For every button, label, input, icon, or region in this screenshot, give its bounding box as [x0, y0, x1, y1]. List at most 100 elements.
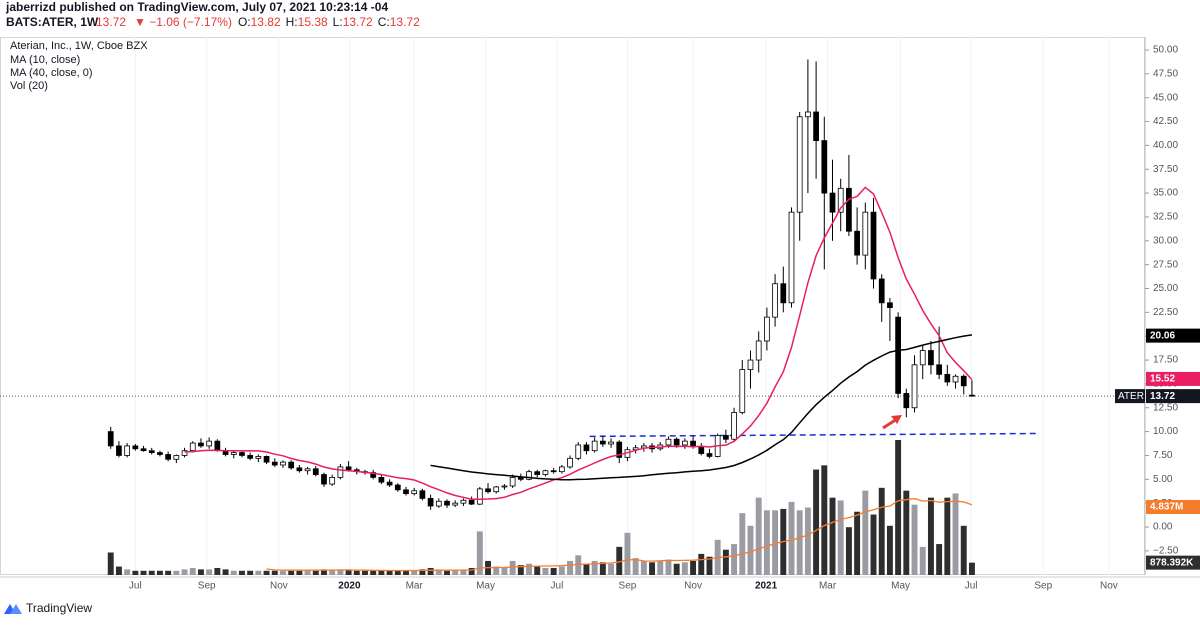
volume-bar	[624, 532, 631, 575]
volume-bar	[952, 493, 959, 575]
y-tick-label: 7.50	[1153, 450, 1173, 461]
candle-body	[452, 502, 459, 506]
volume-bar	[632, 558, 639, 575]
candle-body	[805, 111, 811, 118]
last-tag-bg	[1146, 389, 1200, 404]
x-tick-label: Sep	[198, 581, 216, 592]
level-line	[589, 432, 1036, 438]
ohlc-key: H:	[286, 15, 298, 29]
legend-entry: MA (10, close)	[10, 54, 80, 66]
candle-body	[296, 467, 303, 472]
candle-body	[788, 211, 795, 304]
candle-body	[214, 440, 221, 452]
y-tick-label: 35.00	[1153, 188, 1178, 199]
volume-bar	[821, 465, 828, 575]
volume-bar	[804, 507, 811, 575]
volume-bar	[813, 469, 820, 575]
candle-body	[493, 486, 500, 493]
volume-bar	[665, 559, 672, 575]
volume-bar	[886, 525, 893, 575]
y-tick-label: 37.50	[1153, 164, 1178, 175]
y-tick-label: 30.00	[1153, 235, 1178, 246]
volume-bar	[829, 497, 836, 575]
volume-bar	[509, 560, 516, 575]
candle-body	[608, 441, 614, 445]
ma-40	[430, 334, 973, 481]
candle-body	[419, 490, 426, 499]
candle-body	[288, 461, 295, 469]
ma-10	[184, 186, 973, 500]
volume-bar	[747, 525, 754, 575]
x-tick-label: Nov	[270, 581, 288, 592]
candle-body	[189, 442, 196, 452]
volume-bar	[452, 570, 459, 575]
candle-body	[509, 476, 516, 487]
candle-body	[919, 350, 926, 366]
x-tick-label: Nov	[684, 581, 702, 592]
x-tick-label: May	[476, 581, 495, 592]
x-tick-label: Mar	[406, 581, 424, 592]
ohlc-key: L:	[333, 15, 343, 29]
volume-bar	[731, 544, 738, 575]
candle-body	[148, 450, 155, 453]
volume-bar	[280, 570, 286, 575]
candle-body	[255, 456, 262, 459]
y-tick-label: 22.50	[1153, 307, 1178, 318]
volume-bar	[197, 569, 204, 575]
ohlc-key: C:	[378, 15, 390, 29]
candle-body	[329, 476, 336, 485]
candle-body	[944, 373, 951, 383]
volume-bar	[353, 570, 360, 575]
volume-bar	[936, 544, 943, 575]
volume-bar	[690, 560, 697, 575]
volume-bar	[468, 567, 475, 575]
candle-body	[485, 488, 491, 493]
candle-body	[206, 440, 213, 447]
x-tick-label: May	[891, 581, 910, 592]
y-tick-label: 47.50	[1153, 68, 1178, 79]
candle-body	[132, 445, 139, 450]
volume-bar	[526, 563, 532, 575]
volume-bar	[517, 565, 524, 575]
volume-bar	[329, 569, 336, 575]
volume-bar	[673, 563, 680, 575]
volume-bar	[558, 566, 565, 575]
candle-body	[230, 452, 237, 455]
candle-body	[526, 471, 532, 480]
candle-body	[862, 211, 869, 256]
volume-bar	[304, 570, 311, 575]
candle-body	[616, 441, 623, 458]
publisher: jaberrizd published on TradingView.com, …	[5, 0, 388, 14]
legend-title: Aterian, Inc., 1W, Cboe BZX	[10, 40, 148, 52]
symbol-tag: ATER	[1118, 391, 1144, 402]
candle-body	[772, 283, 778, 318]
volume-bar	[230, 570, 237, 575]
volume-bar	[944, 497, 951, 575]
y-tick-label: 12.50	[1153, 402, 1178, 413]
volume-bar	[534, 566, 541, 575]
volume-bar	[403, 570, 409, 575]
candle-body	[501, 485, 508, 488]
candle-body	[107, 431, 114, 447]
brand: TradingView	[26, 601, 92, 615]
volume-bar	[649, 562, 656, 575]
candle-body	[911, 364, 918, 409]
candle-body	[731, 412, 737, 440]
candle-body	[747, 359, 754, 370]
candle-body	[247, 455, 254, 459]
last-tag: 13.72	[1150, 391, 1175, 402]
candle-body	[460, 499, 467, 504]
value-tag: 20.06	[1150, 330, 1175, 341]
volume-bar	[189, 567, 196, 575]
candle-body	[444, 500, 450, 506]
volume-bar	[960, 525, 967, 575]
y-tick-label: 42.50	[1153, 116, 1178, 127]
y-tick-label: 10.00	[1153, 426, 1178, 437]
candle-body	[403, 489, 409, 495]
candle-body	[468, 499, 475, 505]
candle-body	[165, 454, 172, 460]
volume-bar	[698, 553, 705, 575]
volume-bar	[542, 567, 549, 575]
volume-pane	[107, 440, 975, 575]
